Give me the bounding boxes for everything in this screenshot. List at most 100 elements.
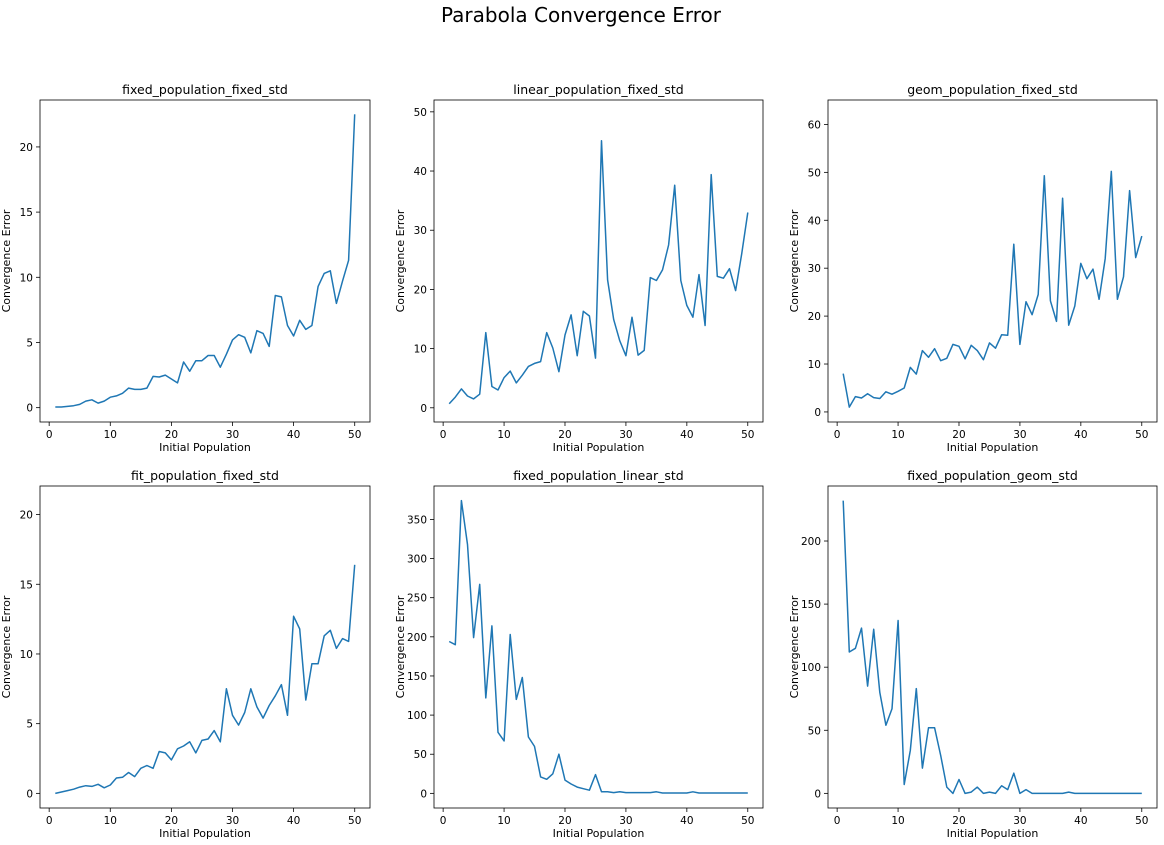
y-tick-label: 10: [414, 344, 427, 356]
subplot: 0 10 20 30 40 50 0 5 10 15 20 fit_population_fixed_…: [0, 468, 371, 840]
x-tick-label: 50: [348, 429, 361, 441]
y-tick-label: 50: [808, 167, 821, 179]
y-tick-label: 15: [20, 207, 33, 219]
y-tick-label: 60: [808, 119, 821, 131]
y-tick-label: 100: [801, 662, 821, 674]
x-tick-label: 50: [741, 815, 754, 827]
y-tick-label: 50: [808, 725, 821, 737]
y-tick-label: 0: [26, 403, 33, 415]
y-tick-label: 20: [20, 142, 33, 154]
subplot: 0 10 20 30 40 50 0 50 100 150 200 fixed_population_…: [788, 468, 1158, 840]
y-tick-label: 250: [407, 593, 427, 605]
series-line: [842, 500, 1142, 795]
y-axis-label: Convergence Error: [394, 209, 407, 312]
x-tick-label: 10: [891, 429, 904, 441]
y-tick-label: 5: [26, 337, 33, 349]
x-tick-label: 30: [226, 815, 239, 827]
x-tick-label: 30: [619, 429, 632, 441]
x-tick-label: 20: [165, 815, 178, 827]
x-tick-label: 10: [891, 815, 904, 827]
x-tick-label: 0: [834, 429, 841, 441]
x-tick-label: 30: [1013, 815, 1026, 827]
x-tick-label: 10: [104, 429, 117, 441]
y-tick-label: 0: [814, 788, 821, 800]
x-tick-label: 40: [1074, 815, 1087, 827]
x-tick-label: 20: [952, 429, 965, 441]
x-tick-label: 0: [46, 429, 53, 441]
subplot-title: fixed_population_fixed_std: [122, 82, 288, 97]
x-tick-label: 40: [287, 815, 300, 827]
subplot: 0 10 20 30 40 50 0 10 20 30 40 50 60 geom_population_…: [788, 82, 1158, 454]
series-line: [55, 114, 356, 408]
y-tick-label: 0: [26, 788, 33, 800]
y-tick-label: 20: [20, 510, 33, 522]
subplot-title: fixed_population_linear_std: [513, 468, 683, 483]
x-tick-label: 30: [619, 815, 632, 827]
x-axis-label: Initial Population: [159, 441, 251, 454]
y-tick-label: 40: [808, 215, 821, 227]
y-tick-label: 350: [407, 514, 427, 526]
y-tick-label: 30: [808, 263, 821, 275]
subplot-title: geom_population_fixed_std: [907, 82, 1078, 97]
x-tick-label: 50: [1135, 429, 1148, 441]
y-tick-label: 10: [20, 272, 33, 284]
y-tick-label: 5: [26, 719, 33, 731]
x-tick-label: 40: [680, 815, 693, 827]
y-tick-label: 0: [420, 403, 427, 415]
subplot-title: fixed_population_geom_std: [907, 468, 1078, 483]
y-axis-label: Convergence Error: [0, 595, 13, 698]
subplot: 0 10 20 30 40 50 0 5 10 15 20 fixed_population_fixe…: [0, 82, 371, 454]
y-axis-label: Convergence Error: [0, 209, 13, 312]
plot-frame: [433, 99, 764, 423]
y-tick-label: 20: [808, 311, 821, 323]
x-tick-label: 10: [104, 815, 117, 827]
x-axis-label: Initial Population: [553, 441, 645, 454]
y-axis-label: Convergence Error: [394, 595, 407, 698]
x-tick-label: 20: [558, 815, 571, 827]
y-tick-label: 150: [407, 671, 427, 683]
y-tick-label: 20: [414, 284, 427, 296]
x-tick-label: 40: [1074, 429, 1087, 441]
subplot: 0 10 20 30 40 50 0 10 20 30 40 50 linear_population_…: [394, 82, 764, 454]
plot-frame: [39, 99, 371, 423]
subplot: 0 10 20 30 40 50 0 50 100 150 200 250 300 350 fixed_po…: [394, 468, 764, 840]
y-axis-label: Convergence Error: [788, 209, 801, 312]
x-tick-label: 50: [348, 815, 361, 827]
y-tick-label: 0: [814, 407, 821, 419]
y-tick-label: 50: [414, 107, 427, 119]
plot-frame: [433, 485, 764, 809]
x-tick-label: 0: [834, 815, 841, 827]
series-line: [55, 564, 356, 795]
y-tick-label: 200: [801, 536, 821, 548]
x-tick-label: 30: [226, 429, 239, 441]
y-tick-label: 0: [420, 788, 427, 800]
plot-frame: [827, 99, 1158, 423]
series-line: [448, 499, 748, 794]
x-tick-label: 0: [46, 815, 53, 827]
series-line: [448, 140, 749, 405]
x-tick-label: 20: [558, 429, 571, 441]
plot-frame: [827, 485, 1158, 809]
x-tick-label: 0: [440, 429, 447, 441]
y-tick-label: 300: [407, 554, 427, 566]
x-axis-label: Initial Population: [947, 441, 1039, 454]
x-axis-label: Initial Population: [553, 827, 645, 840]
x-axis-label: Initial Population: [159, 827, 251, 840]
x-tick-label: 20: [952, 815, 965, 827]
y-tick-label: 10: [20, 649, 33, 661]
y-tick-label: 40: [414, 166, 427, 178]
plot-frame: [39, 485, 371, 809]
series-line: [842, 170, 1143, 408]
subplot-title: linear_population_fixed_std: [513, 82, 683, 97]
x-axis-label: Initial Population: [947, 827, 1039, 840]
x-tick-label: 10: [497, 815, 510, 827]
x-tick-label: 50: [741, 429, 754, 441]
y-tick-label: 150: [801, 599, 821, 611]
y-tick-label: 50: [414, 749, 427, 761]
figure-title: Parabola Convergence Error: [441, 3, 722, 27]
x-tick-label: 0: [440, 815, 447, 827]
y-axis-label: Convergence Error: [788, 595, 801, 698]
subplot-title: fit_population_fixed_std: [131, 468, 279, 483]
y-tick-label: 10: [808, 359, 821, 371]
